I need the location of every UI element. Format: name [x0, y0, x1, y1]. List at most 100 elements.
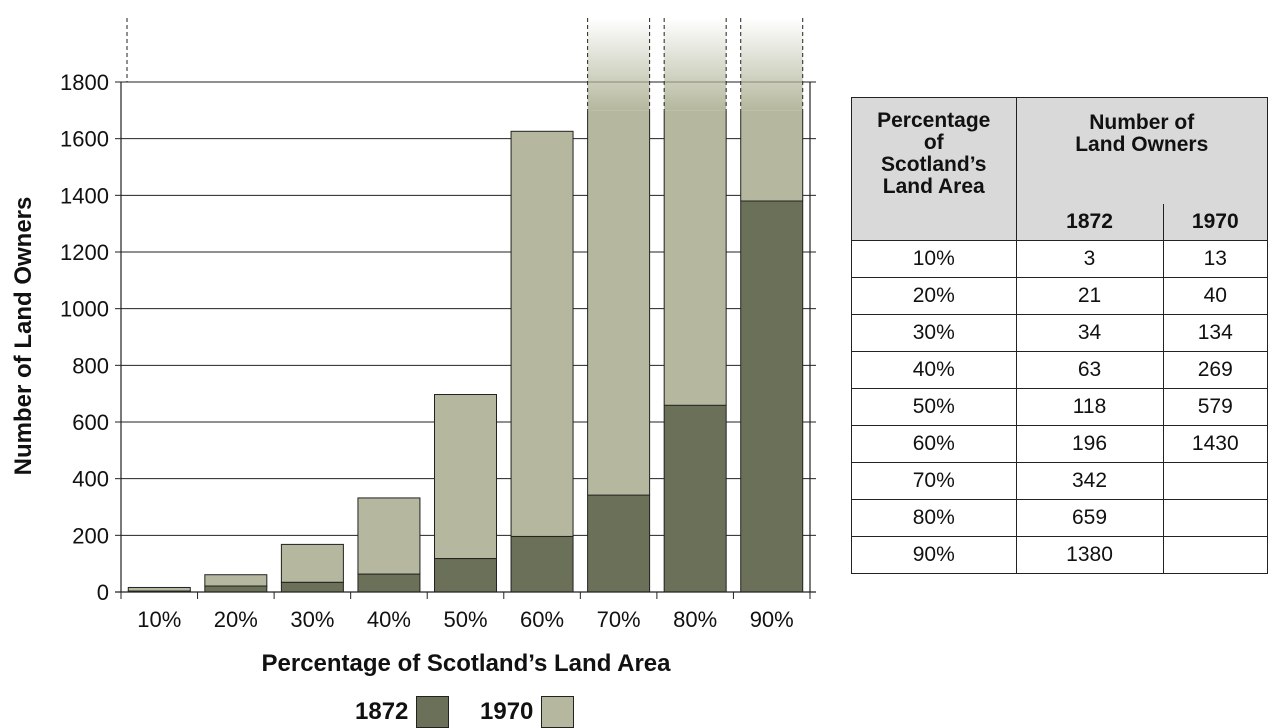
axes: [115, 18, 816, 599]
legend-item-1872: 1872: [355, 696, 450, 728]
bar-1970: [127, 586, 191, 592]
cell-1872: 196: [1015, 425, 1164, 463]
cell-1970: [1162, 499, 1268, 537]
bar-1872: [740, 200, 804, 593]
cell-1872: 34: [1015, 314, 1164, 352]
y-tick-label: 1400: [60, 183, 109, 208]
table-row: 40% 63 269: [851, 351, 1268, 389]
x-tick-label: 50%: [443, 607, 487, 632]
cell-percentage: 70%: [851, 462, 1017, 500]
cell-1872: 63: [1015, 351, 1164, 389]
header-1872: 1872: [1015, 204, 1164, 241]
bar-1970: [357, 497, 421, 575]
header-line: Scotland’s: [881, 153, 987, 176]
chart: 0 200 400 600 800 1000 1200 1400 1600 1800 10% 20%…: [10, 18, 816, 677]
y-tick-label: 800: [72, 353, 109, 378]
cell-1872: 118: [1015, 388, 1164, 426]
header-line: Land Area: [882, 175, 985, 198]
header-percentage: Percentage of Scotland’s Land Area: [851, 97, 1017, 241]
cell-percentage: 60%: [851, 425, 1017, 463]
cell-1970: 269: [1162, 351, 1268, 389]
x-tick-label: 60%: [520, 607, 564, 632]
x-tick-label: 90%: [750, 607, 794, 632]
bar-1970: [204, 574, 268, 587]
header-line: Percentage: [877, 109, 991, 132]
table-row: 90% 1380: [851, 536, 1268, 574]
x-tick-label: 30%: [290, 607, 334, 632]
bar-1872: [587, 494, 651, 593]
table-header-row: Percentage of Scotland’s Land Area Numbe…: [851, 97, 1268, 241]
y-tick-label: 1200: [60, 240, 109, 265]
legend-swatch-1970: [541, 696, 575, 728]
header-number-of-land-owners: Number of Land Owners: [1015, 97, 1268, 204]
y-tick-label: 1800: [60, 70, 109, 95]
cell-percentage: 10%: [851, 240, 1017, 278]
cell-percentage: 20%: [851, 277, 1017, 315]
cell-1872: 342: [1015, 462, 1164, 500]
x-tick-label: 70%: [597, 607, 641, 632]
bars: [127, 18, 804, 593]
cell-1872: 659: [1015, 499, 1164, 537]
legend-item-1970: 1970: [480, 696, 575, 728]
x-tick-label: 40%: [367, 607, 411, 632]
cell-1970: 13: [1162, 240, 1268, 278]
bar-1872: [510, 535, 574, 593]
bar-1970-offscale: [740, 110, 803, 201]
table-subheader-row: 1872 1970: [852, 204, 1268, 241]
cell-percentage: 90%: [851, 536, 1017, 574]
cell-1970: [1162, 536, 1268, 574]
table-row: 80% 659: [851, 499, 1268, 537]
x-tick-label: 80%: [673, 607, 717, 632]
header-line: of: [923, 131, 944, 154]
cell-1970: 1430: [1162, 425, 1268, 463]
bar-1970: [510, 130, 574, 537]
bar-1872: [280, 581, 344, 593]
bar-1872: [357, 573, 421, 593]
bar-1970-offscale: [587, 110, 650, 496]
x-tick-label: 20%: [214, 607, 258, 632]
cell-percentage: 40%: [851, 351, 1017, 389]
cell-percentage: 30%: [851, 314, 1017, 352]
x-axis-title: Percentage of Scotland’s Land Area: [262, 650, 672, 677]
bar-1872: [204, 585, 268, 593]
cell-1970: [1162, 462, 1268, 500]
y-tick-label: 1600: [60, 127, 109, 152]
y-tick-label: 400: [72, 467, 109, 492]
header-1970: 1970: [1162, 204, 1268, 241]
cell-percentage: 80%: [851, 499, 1017, 537]
y-tick-labels: 0 200 400 600 800 1000 1200 1400 1600 1800: [60, 70, 109, 605]
y-tick-label: 200: [72, 523, 109, 548]
bar-1872: [663, 404, 727, 593]
bar-1970-fade: [740, 18, 803, 111]
table-row: 20% 21 40: [851, 277, 1268, 315]
table-row: 10% 3 13: [851, 240, 1268, 278]
bar-1970: [434, 394, 497, 560]
header-line: Land Owners: [1075, 133, 1209, 156]
header-line: Number of: [1089, 111, 1195, 134]
bar-1970-offscale: [664, 110, 727, 406]
table-row: 60% 196 1430: [851, 425, 1268, 463]
table-row: 50% 118 579: [851, 388, 1268, 426]
x-tick-labels: 10% 20% 30% 40% 50% 60% 70% 80% 90%: [137, 607, 793, 632]
cell-1970: 579: [1162, 388, 1268, 426]
grid-lines: [121, 81, 810, 536]
y-tick-label: 600: [72, 410, 109, 435]
cell-1872: 3: [1015, 240, 1164, 278]
legend-label-1970: 1970: [480, 698, 534, 725]
legend-label-1872: 1872: [355, 698, 409, 725]
cell-1970: 40: [1162, 277, 1268, 315]
bar-1970: [280, 543, 344, 583]
y-tick-label: 1000: [60, 297, 109, 322]
y-tick-label: 0: [97, 580, 109, 605]
bar-1970-fade: [664, 18, 727, 111]
table-row: 70% 342: [851, 462, 1268, 500]
bar-1872: [434, 558, 497, 593]
y-axis-title: Number of Land Owners: [10, 197, 37, 476]
legend-swatch-1872: [416, 696, 450, 728]
x-tick-label: 10%: [137, 607, 181, 632]
data-table: Percentage of Scotland’s Land Area Numbe…: [851, 97, 1268, 574]
bar-1970-fade: [587, 18, 650, 111]
cell-1872: 21: [1015, 277, 1164, 315]
cell-1970: 134: [1162, 314, 1268, 352]
cell-1872: 1380: [1015, 536, 1164, 574]
